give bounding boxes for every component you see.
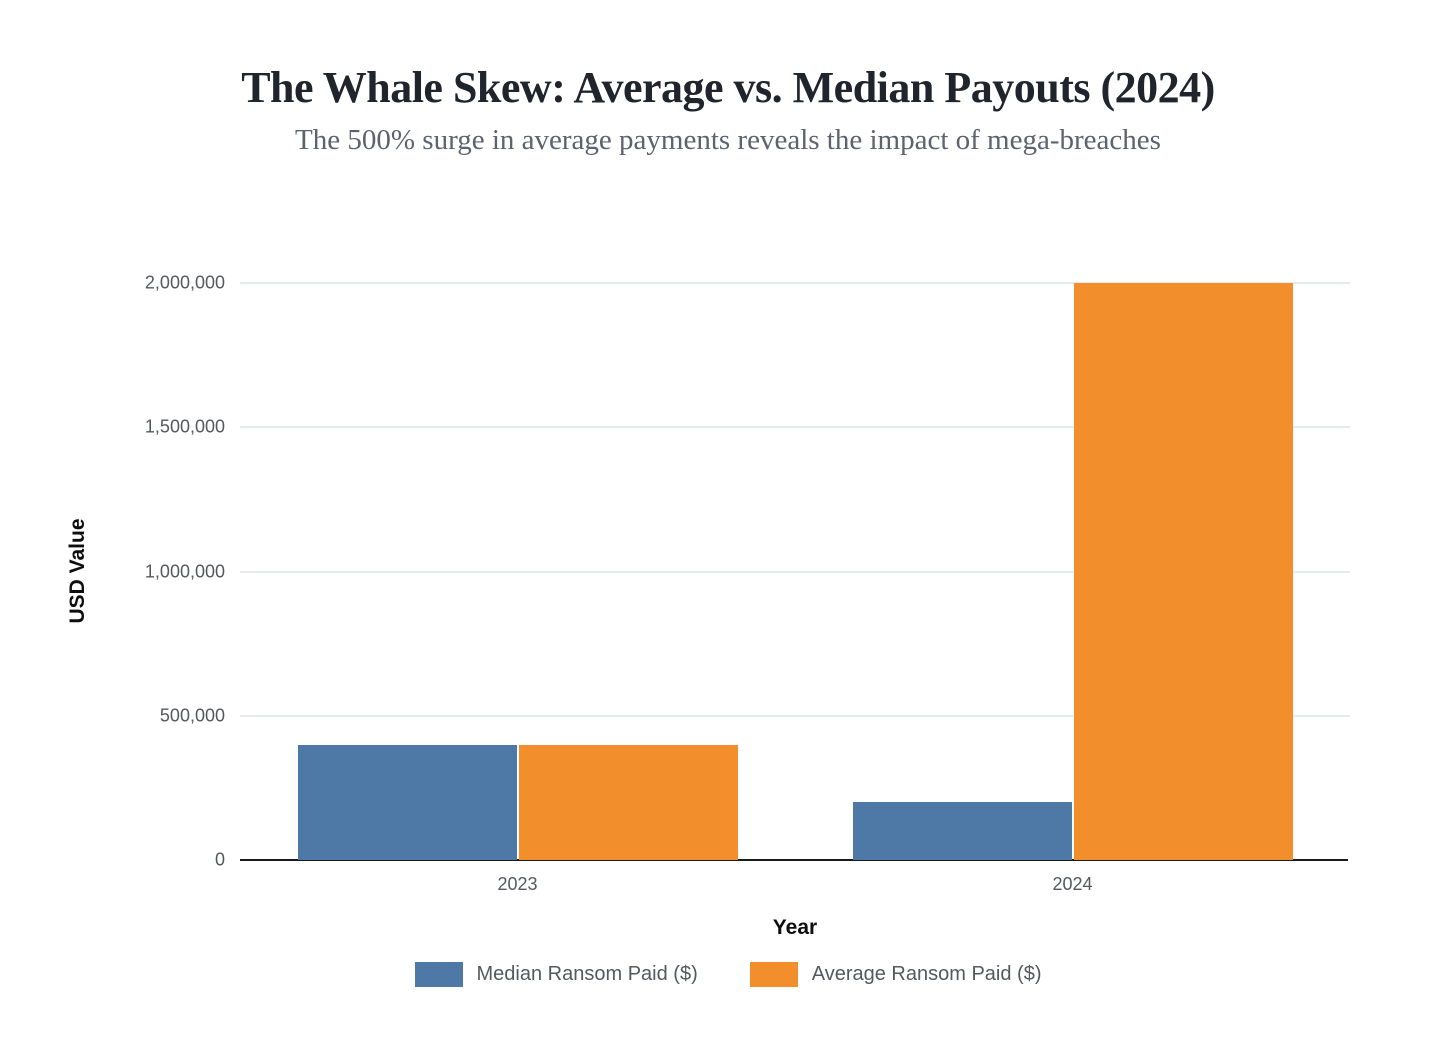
gridline-1,000,000 <box>240 570 1350 573</box>
chart-title: The Whale Skew: Average vs. Median Payou… <box>241 63 1215 112</box>
plot-area: 0 500,000 1,000,000 1,500,000 2,000,000 2023 2… <box>145 273 1350 894</box>
legend-swatch-icon <box>414 962 463 987</box>
legend-label: Median Ransom Paid ($) <box>476 963 698 985</box>
x-axis-baseline <box>240 859 1348 861</box>
bar-2023-median <box>297 744 517 860</box>
legend-label: Average Ransom Paid ($) <box>811 963 1042 985</box>
gridline-1,500,000 <box>240 426 1350 429</box>
legend-item-average: Average Ransom Paid ($) <box>749 962 1042 987</box>
y-tick-label: 0 <box>214 849 225 870</box>
x-tick-label-2023: 2023 <box>497 874 538 894</box>
x-axis-title: Year <box>772 916 818 939</box>
bar-2024-median <box>852 802 1072 860</box>
y-tick-label: 1,000,000 <box>144 561 225 581</box>
chart-subtitle: The 500% surge in average payments revea… <box>295 124 1161 156</box>
gridline-500,000 <box>240 714 1350 717</box>
gridline-2,000,000 <box>240 282 1350 284</box>
bar-2023-average <box>518 744 738 860</box>
y-tick-label: 2,000,000 <box>144 272 225 293</box>
legend: Median Ransom Paid ($) Average Ransom Pai… <box>0 962 1456 987</box>
legend-item-median: Median Ransom Paid ($) <box>414 962 698 987</box>
x-tick-label-2024: 2024 <box>1052 874 1093 894</box>
y-tick-label: 1,500,000 <box>144 416 225 437</box>
y-axis-title: USD Value <box>66 518 89 624</box>
bar-2024-average <box>1073 283 1293 860</box>
legend-swatch-icon <box>749 962 798 987</box>
y-tick-label: 500,000 <box>159 705 225 726</box>
